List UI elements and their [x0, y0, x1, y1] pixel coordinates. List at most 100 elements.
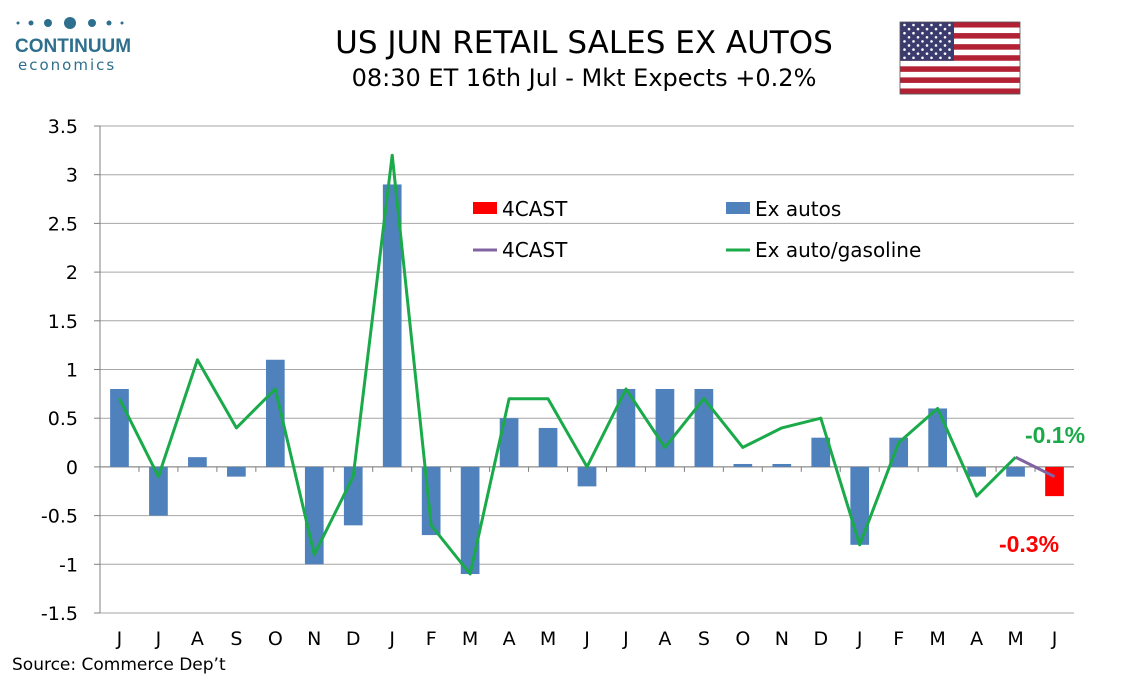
logo-name: CONTINUUM: [15, 36, 131, 57]
y-tick-label: 3.5: [48, 116, 78, 138]
x-tick-label: F: [426, 628, 437, 650]
bar-ex-autos: [733, 463, 753, 467]
y-tick-label: -0.5: [41, 506, 78, 528]
legend-label-4cast-line: 4CAST: [502, 238, 568, 262]
legend: 4CAST Ex autos 4CAST Ex auto/gasoline: [473, 197, 921, 262]
flag-stripe: [900, 88, 1020, 95]
bar-ex-autos: [227, 466, 246, 477]
flag-star: [939, 48, 942, 51]
x-tick-label: A: [970, 628, 983, 650]
bar-ex-autos: [694, 388, 714, 467]
line-4cast: [1014, 455, 1056, 478]
flag-stripe: [900, 77, 1020, 84]
y-tick-label: 1: [66, 360, 78, 382]
flag-star: [939, 56, 942, 60]
bar-series: [110, 184, 1064, 575]
flag-star: [948, 56, 951, 60]
flag-star: [943, 44, 947, 47]
bar-ex-autos: [343, 466, 363, 526]
flag-star: [916, 27, 920, 31]
flag-star: [912, 23, 915, 27]
flag-star: [925, 35, 929, 39]
x-tick-label: D: [346, 628, 361, 650]
flag-star: [948, 40, 951, 43]
flag-star: [934, 35, 938, 39]
flag-star: [939, 40, 942, 43]
x-tick-label: N: [307, 628, 321, 650]
x-tick-label: J: [155, 628, 162, 650]
x-tick-label: M: [462, 628, 478, 650]
flag-star: [903, 40, 906, 43]
y-tick-label: 1.5: [48, 311, 78, 333]
flag-star: [930, 56, 933, 60]
bar-ex-autos: [538, 427, 558, 467]
y-tick-label: 0.5: [48, 408, 78, 430]
legend-swatch-ex-autos: [726, 202, 750, 214]
y-tick-label: 3: [66, 165, 78, 187]
flag-star: [921, 23, 924, 27]
bar-ex-autos: [655, 388, 675, 467]
flag-star: [912, 56, 915, 60]
x-tick-label: M: [540, 628, 556, 650]
legend-label-ex-autos: Ex autos: [755, 197, 841, 221]
flag-stripe: [900, 66, 1020, 73]
x-tick-label: M: [1007, 628, 1023, 650]
y-tick-label: 2: [66, 262, 78, 284]
flag-star: [921, 56, 924, 60]
flag-star: [948, 31, 951, 35]
flag-star: [943, 35, 947, 39]
flag-star: [907, 27, 911, 31]
x-tick-label: J: [583, 628, 590, 650]
x-tick-label: J: [622, 628, 629, 650]
y-tick-label: -1: [59, 554, 78, 576]
flag-star: [930, 40, 933, 43]
x-tick-label: N: [775, 628, 789, 650]
x-tick-label: J: [856, 628, 863, 650]
annotation-line-forecast: -0.1%: [1025, 422, 1085, 448]
logo-dots-icon: [16, 17, 124, 29]
line-series: [118, 153, 1056, 576]
bar-ex-autos: [149, 466, 168, 516]
flag-stripe: [900, 44, 1020, 50]
flag-star: [912, 31, 915, 35]
flag-star: [930, 23, 933, 27]
flag-star: [921, 48, 924, 51]
bar-ex-autos: [1006, 466, 1025, 477]
flag-star: [930, 48, 933, 51]
flag-stripe: [900, 60, 1020, 67]
y-tick-label: -1.5: [41, 603, 78, 625]
flag-star: [921, 40, 924, 43]
flag-star: [912, 40, 915, 43]
x-tick-label: F: [893, 628, 904, 650]
bar-ex-autos: [616, 388, 636, 467]
flag-stripe: [900, 22, 1020, 28]
flag-star: [907, 52, 911, 55]
flag-star: [916, 44, 920, 47]
flag-star: [925, 27, 929, 31]
x-tick-label: A: [503, 628, 516, 650]
chart-title: US JUN RETAIL SALES EX AUTOS: [335, 25, 833, 61]
x-tick-label: J: [388, 628, 395, 650]
bar-ex-autos: [382, 184, 402, 467]
flag-star: [934, 27, 938, 31]
flag-star: [903, 31, 906, 35]
bar-ex-autos: [928, 408, 947, 467]
x-tick-label: J: [116, 628, 123, 650]
flag-star: [921, 31, 924, 35]
flag-star: [903, 56, 906, 60]
legend-swatch-4cast-bar: [473, 202, 497, 214]
flag-star: [916, 52, 920, 55]
flag-star: [912, 48, 915, 51]
x-tick-label: D: [813, 628, 828, 650]
flag-star: [916, 35, 920, 39]
bar-ex-autos: [811, 437, 831, 467]
flag-stripe: [900, 27, 1020, 34]
bar-ex-autos: [460, 466, 480, 575]
flag-star: [930, 31, 933, 35]
x-tick-label: S: [230, 628, 242, 650]
annotation-bar-forecast: -0.3%: [999, 531, 1059, 557]
bar-ex-autos: [889, 437, 909, 467]
flag-star: [948, 48, 951, 51]
flag-star: [903, 23, 906, 27]
